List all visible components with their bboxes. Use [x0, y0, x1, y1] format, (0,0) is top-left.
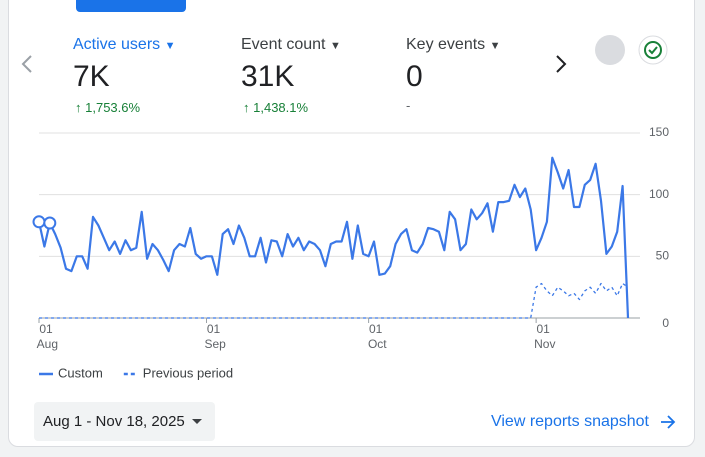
- metric-tab[interactable]: Event count ▼: [241, 36, 341, 53]
- metric-value: 7K: [73, 60, 110, 93]
- legend-label: Previous period: [143, 365, 233, 380]
- check: [648, 46, 658, 55]
- y-tick-label: 150: [649, 125, 669, 139]
- metric-value: 31K: [241, 60, 295, 93]
- x-tick-label: 01 Sep: [201, 322, 226, 351]
- date-range: Aug 1 - Nov 18, 2025: [43, 413, 185, 430]
- tab-indicator: [76, 0, 186, 12]
- hover-point: [43, 216, 57, 230]
- card: [8, 0, 695, 447]
- metric-tab[interactable]: Key events ▼: [406, 36, 501, 53]
- insights-icon[interactable]: [595, 35, 625, 65]
- metric-change: -: [406, 98, 411, 113]
- change-text: 1,753.6%: [85, 100, 141, 115]
- check-circle: [644, 41, 662, 59]
- metric-change: ↑ 1,753.6%: [75, 100, 141, 115]
- metric-tab[interactable]: Active users ▼: [73, 36, 176, 53]
- prev-arrow[interactable]: [21, 55, 32, 73]
- metric-label: Key events: [406, 36, 486, 53]
- x-tick-label: 01 Aug: [34, 322, 58, 351]
- legend-label: Custom: [58, 365, 103, 380]
- next-arrow[interactable]: [556, 55, 567, 73]
- dropdown-icon: [192, 419, 202, 424]
- x-tick-label: 01 Oct: [365, 322, 388, 351]
- metric-change: ↑ 1,438.1%: [243, 100, 309, 115]
- y-tick-label: 0: [662, 316, 669, 330]
- x-tick-label: 01 Nov: [531, 322, 556, 351]
- hover-point: [32, 215, 46, 229]
- y-tick-label: 100: [649, 187, 669, 201]
- previous-line: [39, 282, 629, 319]
- series-line: [37, 156, 630, 319]
- metric-label: Event count: [241, 36, 326, 53]
- metric-value: 0: [406, 60, 423, 93]
- metric-label: Active users: [73, 36, 161, 53]
- change-text: 1,438.1%: [253, 100, 309, 115]
- report-link[interactable]: View reports snapshot: [491, 413, 650, 430]
- date-picker[interactable]: [34, 402, 215, 441]
- y-tick-label: 50: [656, 249, 670, 263]
- status-icon[interactable]: [638, 35, 668, 65]
- link-arrow: [661, 415, 676, 429]
